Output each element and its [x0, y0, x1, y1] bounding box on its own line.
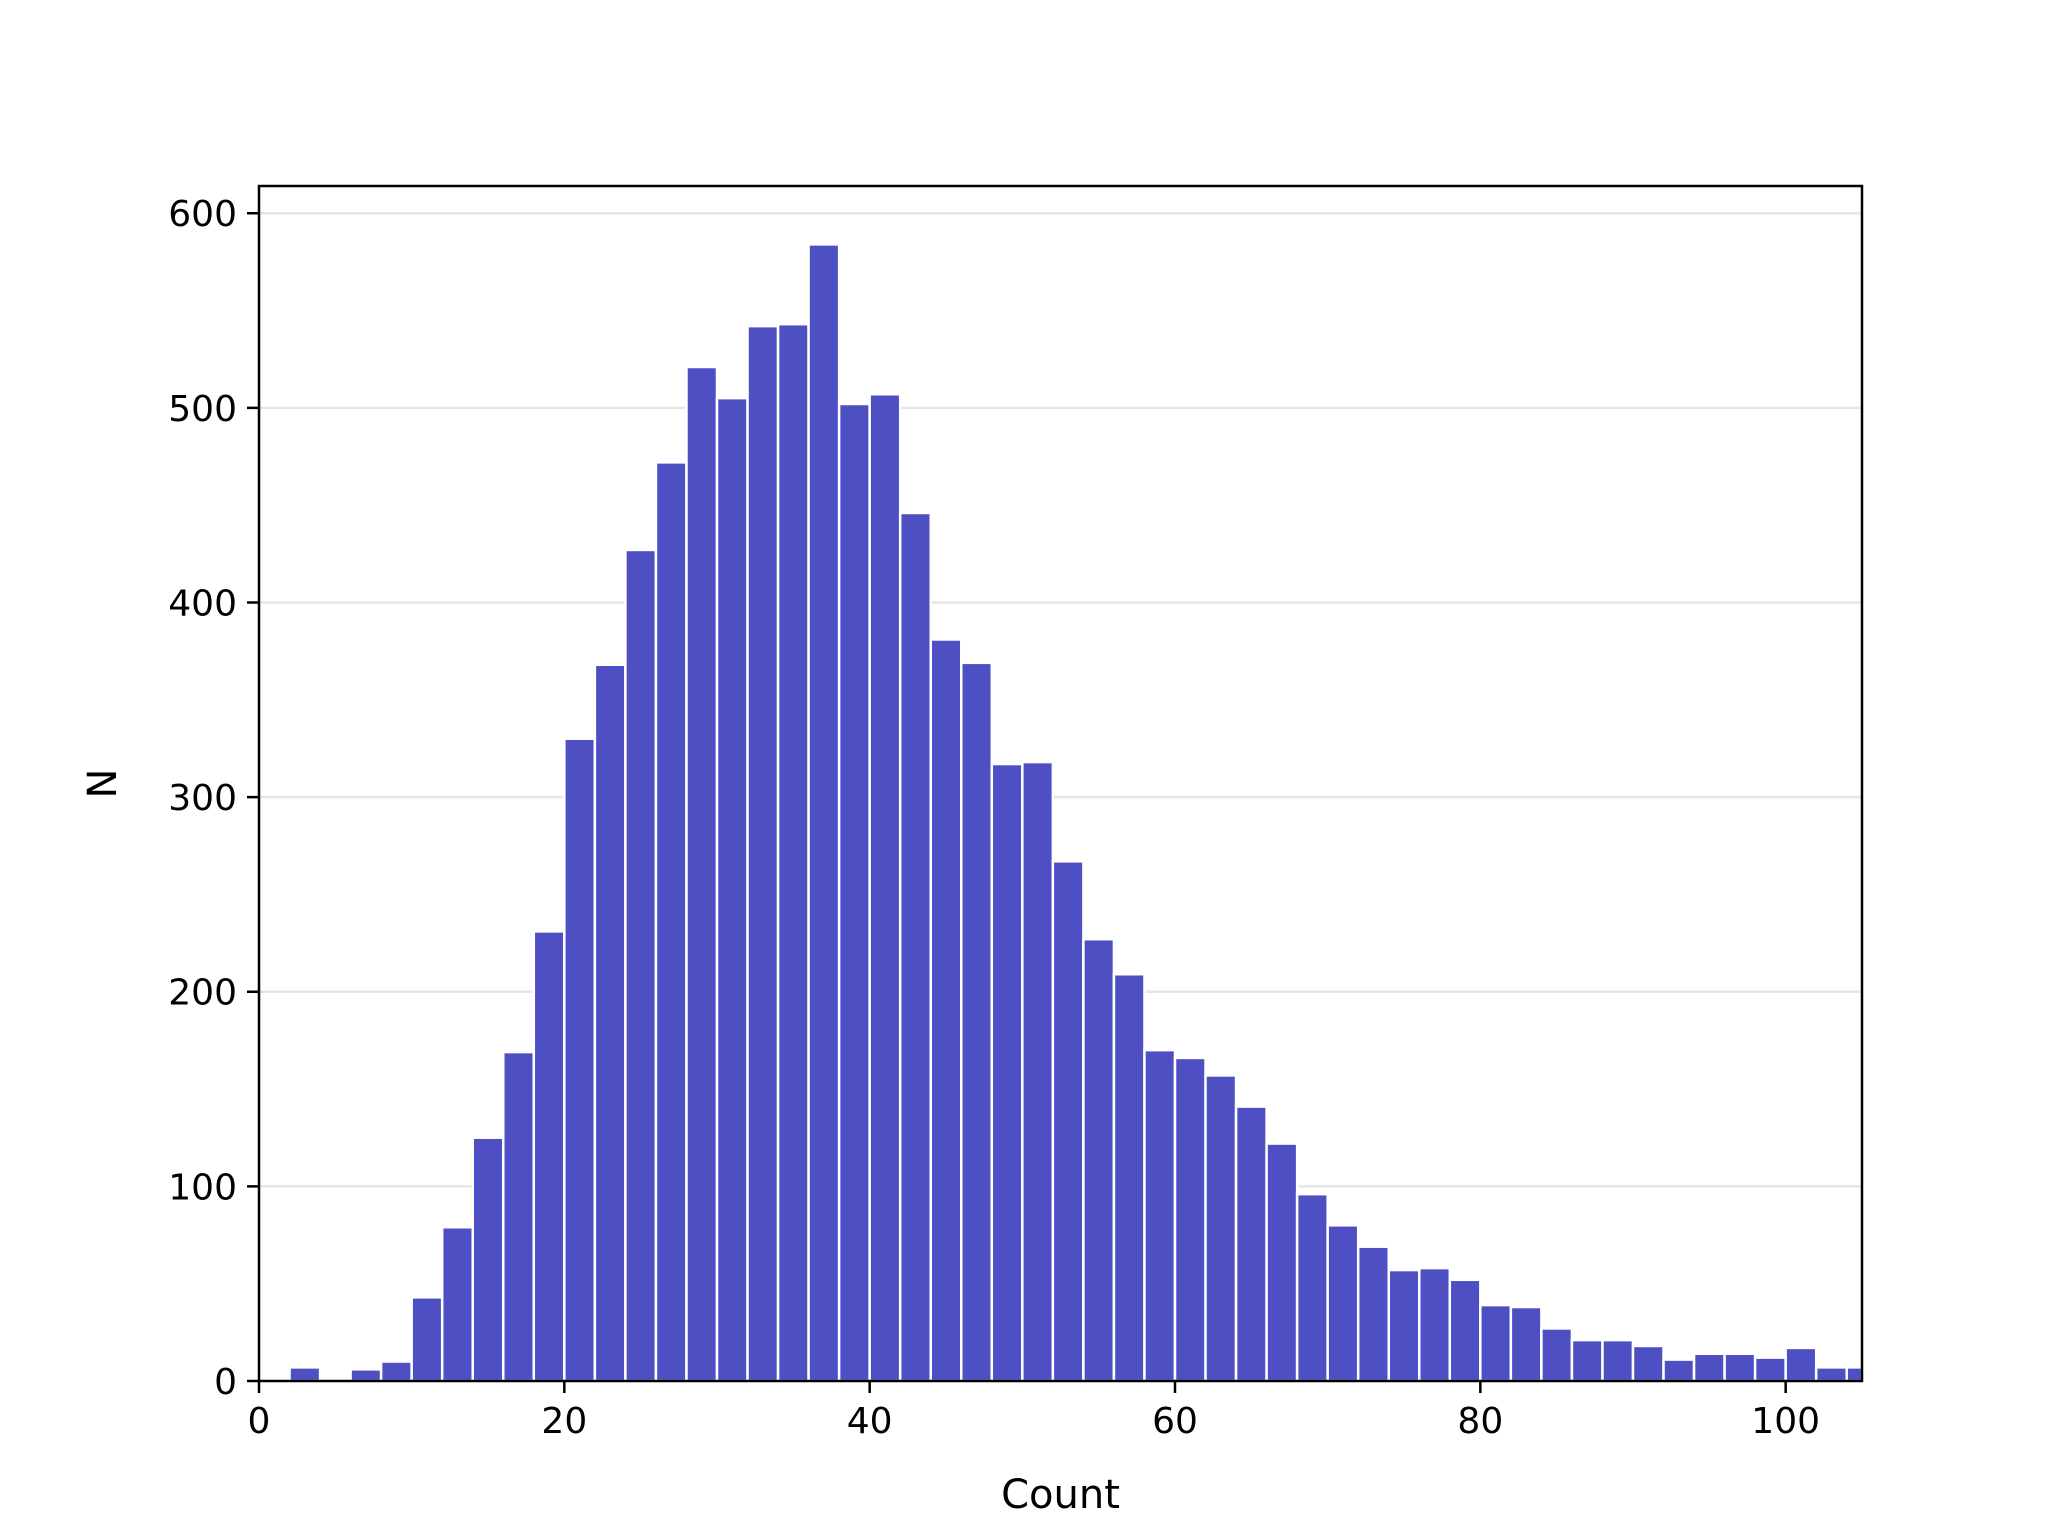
- bar-48: [990, 762, 1024, 1383]
- bar-34: [776, 322, 810, 1383]
- bar-82: [1509, 1305, 1543, 1383]
- bar-56: [1112, 972, 1146, 1383]
- y-axis-ticks: 0 100 200 300 400 500 600: [168, 194, 259, 1403]
- bar-16: [502, 1050, 536, 1383]
- bar-20: [563, 737, 597, 1383]
- y-axis-label: N: [80, 769, 126, 799]
- x-tick-label-20: 20: [541, 1401, 587, 1442]
- x-axis-label: Count: [1001, 1472, 1120, 1518]
- bar-6: [349, 1368, 383, 1383]
- y-tick-label-400: 400: [168, 583, 237, 624]
- bar-12: [440, 1225, 474, 1383]
- bar-2: [288, 1366, 322, 1383]
- bar-18: [532, 930, 566, 1383]
- bar-74: [1387, 1268, 1421, 1383]
- bar-72: [1356, 1245, 1390, 1383]
- x-tick-label-100: 100: [1751, 1401, 1820, 1442]
- bar-26: [654, 461, 688, 1383]
- bar-62: [1204, 1074, 1238, 1383]
- bar-28: [685, 365, 719, 1383]
- bar-92: [1662, 1358, 1696, 1383]
- bar-94: [1692, 1352, 1726, 1383]
- y-tick-label-600: 600: [168, 194, 237, 235]
- bar-32: [746, 324, 780, 1383]
- x-tick-label-0: 0: [248, 1401, 271, 1442]
- bar-66: [1265, 1142, 1299, 1383]
- plot-frame: [257, 184, 1864, 1383]
- y-tick-label-500: 500: [168, 389, 237, 430]
- bar-76: [1418, 1266, 1452, 1383]
- x-tick-label-60: 60: [1152, 1401, 1198, 1442]
- y-tick-label-100: 100: [168, 1167, 237, 1208]
- bar-52: [1051, 860, 1085, 1383]
- bar-58: [1143, 1048, 1177, 1383]
- bar-80: [1479, 1303, 1513, 1383]
- y-tick-label-200: 200: [168, 973, 237, 1014]
- bar-70: [1326, 1224, 1360, 1383]
- bar-102: [1814, 1366, 1848, 1383]
- bar-96: [1723, 1352, 1757, 1383]
- bar-64: [1234, 1105, 1268, 1383]
- bar-42: [898, 511, 932, 1383]
- bar-44: [929, 638, 963, 1383]
- y-tick-label-300: 300: [168, 778, 237, 819]
- bar-46: [960, 661, 994, 1383]
- x-tick-label-40: 40: [847, 1401, 893, 1442]
- bar-68: [1295, 1192, 1329, 1383]
- bar-100: [1784, 1346, 1818, 1383]
- y-tick-label-0: 0: [214, 1362, 237, 1403]
- bar-24: [624, 548, 658, 1383]
- bar-54: [1082, 937, 1116, 1383]
- bar-90: [1631, 1344, 1665, 1383]
- bar-60: [1173, 1056, 1207, 1383]
- bar-50: [1021, 760, 1055, 1383]
- x-tick-label-80: 80: [1457, 1401, 1503, 1442]
- bar-10: [410, 1296, 444, 1383]
- bar-98: [1753, 1356, 1787, 1383]
- bar-22: [593, 663, 627, 1383]
- bar-40: [868, 392, 902, 1383]
- bar-78: [1448, 1278, 1482, 1383]
- x-axis-ticks: 0 20 40 60 80 100: [248, 1381, 1820, 1442]
- bar-38: [837, 402, 871, 1383]
- bar-104: [1845, 1366, 1864, 1383]
- bar-84: [1540, 1327, 1574, 1383]
- bar-88: [1601, 1338, 1635, 1383]
- bar-14: [471, 1136, 505, 1383]
- bar-36: [807, 243, 841, 1383]
- bar-30: [715, 396, 749, 1383]
- bar-86: [1570, 1338, 1604, 1383]
- bar-8: [379, 1360, 413, 1383]
